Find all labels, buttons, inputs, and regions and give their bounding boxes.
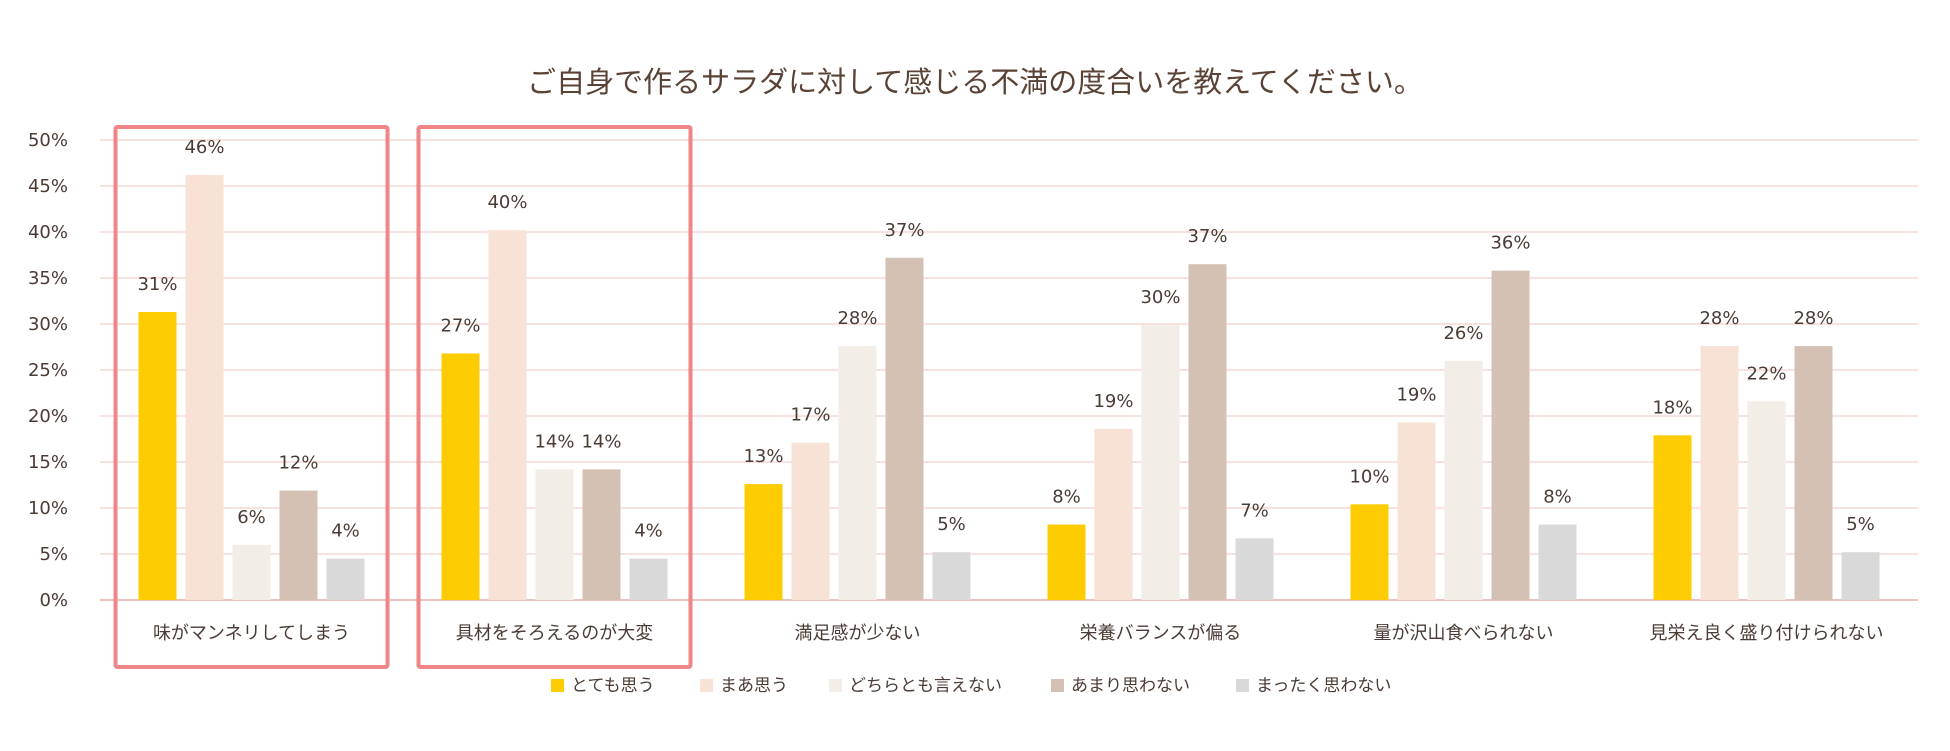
bar-0-2 [232, 544, 271, 600]
data-label: 30% [1140, 287, 1180, 308]
y-tick-label: 50% [28, 130, 68, 151]
data-label: 14% [534, 431, 574, 452]
bar-2-3 [885, 257, 924, 600]
bar-2-4 [932, 552, 971, 600]
data-label: 28% [1699, 308, 1739, 329]
legend-label: どちらとも言えない [849, 676, 1002, 696]
bar-3-2 [1141, 324, 1180, 600]
bars [138, 174, 1880, 600]
y-tick-label: 0% [39, 590, 68, 611]
y-tick-label: 45% [28, 176, 68, 197]
bar-1-1 [488, 230, 527, 600]
bar-5-2 [1747, 401, 1786, 600]
data-label: 28% [837, 308, 877, 329]
y-tick-label: 25% [28, 360, 68, 381]
legend-swatch [551, 679, 564, 692]
data-label: 22% [1746, 363, 1786, 384]
bar-3-3 [1188, 264, 1227, 600]
data-label: 4% [331, 521, 360, 542]
bar-5-3 [1794, 346, 1833, 600]
data-label: 6% [237, 507, 266, 528]
data-label: 4% [634, 521, 663, 542]
data-label: 12% [278, 453, 318, 474]
data-label: 40% [487, 192, 527, 213]
data-label: 46% [184, 137, 224, 158]
bar-4-3 [1491, 270, 1530, 600]
category-label: 栄養バランスが偏る [1080, 623, 1242, 644]
data-label: 17% [790, 405, 830, 426]
legend: とても思う まあ思う どちらとも言えない あまり思わない まったく思わない [551, 676, 1391, 696]
legend-swatch [1236, 679, 1249, 692]
legend-label: とても思う [571, 676, 655, 696]
highlight-box [416, 125, 693, 669]
y-tick-label: 10% [28, 498, 68, 519]
data-label: 18% [1652, 397, 1692, 418]
bar-4-0 [1350, 504, 1389, 600]
legend-label: まあ思う [720, 676, 788, 696]
gridlines [100, 139, 1918, 601]
bar-2-2 [838, 346, 877, 600]
y-tick-label: 30% [28, 314, 68, 335]
legend-label: まったく思わない [1256, 676, 1391, 696]
data-label: 10% [1349, 466, 1389, 487]
bar-1-3 [582, 469, 621, 600]
y-tick-label: 20% [28, 406, 68, 427]
legend-label: あまり思わない [1071, 676, 1190, 696]
chart-title: ご自身で作るサラダに対して感じる不満の度合いを教えてください。 [527, 65, 1423, 99]
data-label: 36% [1490, 233, 1530, 254]
category-label: 見栄え良く盛り付けられない [1650, 623, 1884, 644]
data-label: 19% [1093, 391, 1133, 412]
data-label: 19% [1396, 384, 1436, 405]
bar-4-2 [1444, 360, 1483, 600]
data-label: 28% [1793, 308, 1833, 329]
data-label: 8% [1543, 487, 1572, 508]
bar-3-0 [1047, 524, 1086, 600]
data-label: 27% [440, 315, 480, 336]
bar-1-4 [629, 558, 668, 600]
highlight-box [113, 125, 390, 669]
data-label: 7% [1240, 500, 1269, 521]
bar-0-3 [279, 490, 318, 600]
bar-4-1 [1397, 422, 1436, 600]
legend-swatch [1051, 679, 1064, 692]
bar-5-0 [1653, 435, 1692, 600]
legend-swatch [700, 679, 713, 692]
category-labels: 味がマンネリしてしまう 具材をそろえるのが大変 満足感が少ない 栄養バランスが偏る 量が… [153, 623, 1884, 644]
category-label: 満足感が少ない [795, 623, 921, 644]
bar-3-4 [1235, 538, 1274, 600]
data-label: 5% [937, 514, 966, 535]
data-label: 37% [1187, 226, 1227, 247]
y-tick-label: 40% [28, 222, 68, 243]
y-tick-label: 15% [28, 452, 68, 473]
y-tick-label: 5% [39, 544, 68, 565]
y-tick-label: 35% [28, 268, 68, 289]
legend-swatch [829, 679, 842, 692]
highlight-boxes [113, 125, 693, 669]
category-label: 味がマンネリしてしまう [153, 623, 350, 644]
data-label: 13% [743, 446, 783, 467]
bar-5-4 [1841, 552, 1880, 600]
bar-2-1 [791, 442, 830, 600]
data-label: 14% [581, 431, 621, 452]
bar-0-4 [326, 558, 365, 600]
data-label: 8% [1052, 487, 1081, 508]
bar-5-1 [1700, 346, 1739, 600]
bar-1-2 [535, 469, 574, 600]
bar-1-0 [441, 353, 480, 600]
data-label: 26% [1443, 323, 1483, 344]
data-labels: 31% 46% 6% 12% 4% 27% 40% 14% 14% 4% 13% 17% 28% 37% 5… [137, 137, 1874, 542]
data-label: 5% [1846, 514, 1875, 535]
bar-0-0 [138, 312, 177, 600]
bar-3-1 [1094, 428, 1133, 600]
bar-4-4 [1538, 524, 1577, 600]
data-label: 31% [137, 274, 177, 295]
category-label: 具材をそろえるのが大変 [456, 623, 653, 644]
bar-0-1 [185, 174, 224, 600]
bar-2-0 [744, 484, 783, 600]
category-label: 量が沢山食べられない [1374, 623, 1554, 644]
data-label: 37% [884, 220, 924, 241]
y-axis-ticks: 0% 5% 10% 15% 20% 25% 30% 35% 40% 45% 50% [28, 130, 68, 611]
